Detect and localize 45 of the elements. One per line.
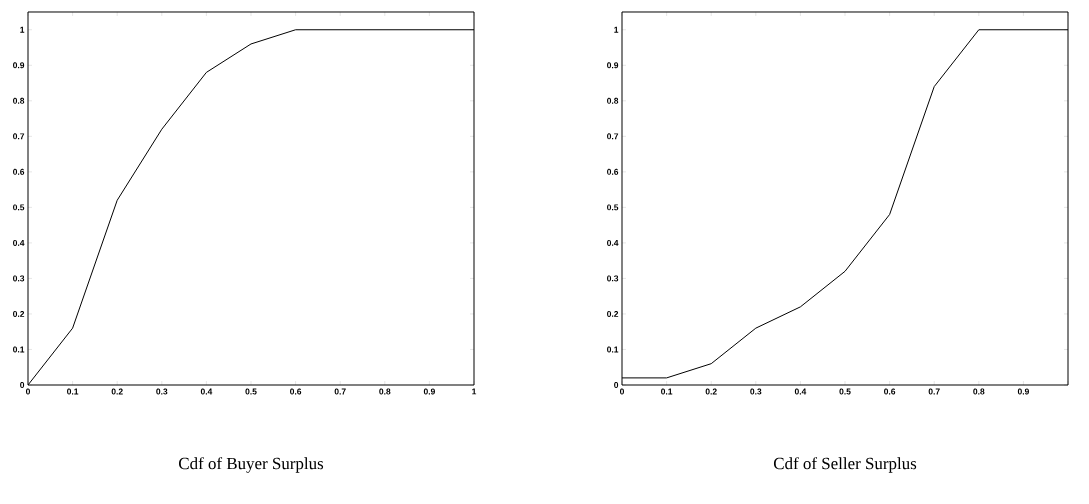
x-tick-label: 0.7 [928,388,940,395]
y-tick-label: 0.7 [607,133,619,140]
y-tick-label: 0.4 [13,239,25,246]
y-tick-label: 0.4 [607,239,619,246]
y-tick-label: 0.8 [13,97,25,104]
x-tick-label: 1 [472,388,477,395]
y-tick-label: 0.3 [607,275,619,282]
y-tick-label: 0.1 [607,346,619,353]
text: Cdf of Buyer Surplus [179,457,324,473]
y-tick-label: 0.1 [13,346,25,353]
x-tick-label: 0.7 [334,388,346,395]
x-tick-label: 0.1 [67,388,79,395]
y-tick-label: 0.2 [13,310,25,317]
text: Cdf of Seller Surplus [773,457,917,473]
x-tick-label: 0.2 [111,388,123,395]
y-tick-label: 0.2 [607,310,619,317]
y-tick-label: 0.6 [607,168,619,175]
y-tick-label: 0.9 [607,62,619,69]
x-tick-label: 0 [619,388,625,395]
y-tick-label: 1 [614,26,619,33]
x-tick-label: 0.5 [245,388,257,395]
x-tick-label: 0.8 [973,388,985,395]
x-tick-label: 0.9 [423,388,435,395]
x-tick-label: 0.4 [794,388,807,395]
x-tick-label: 0.9 [1017,388,1029,395]
y-tick-label: 0.7 [13,133,25,140]
y-tick-label: 0.6 [13,168,25,175]
x-tick-label: 0.5 [839,388,851,395]
x-tick-label: 0.6 [884,388,896,395]
y-tick-label: 0.8 [607,97,619,104]
x-tick-label: 0.6 [290,388,302,395]
x-tick-label: 0.8 [379,388,391,395]
x-tick-label: 0.3 [156,388,168,395]
y-tick-label: 0 [614,382,619,388]
x-tick-label: 0.1 [661,388,673,395]
x-tick-label: 0.2 [705,388,717,395]
y-tick-label: 0 [20,382,25,388]
y-tick-label: 0.9 [13,62,25,69]
x-tick-label: 0.3 [750,388,762,395]
y-tick-label: 0.5 [607,204,619,211]
x-tick-label: 0 [25,388,30,395]
y-tick-label: 0.3 [13,275,25,282]
x-tick-label: 0.4 [200,388,213,395]
y-tick-label: 0.5 [13,204,25,211]
y-tick-label: 1 [20,26,25,33]
